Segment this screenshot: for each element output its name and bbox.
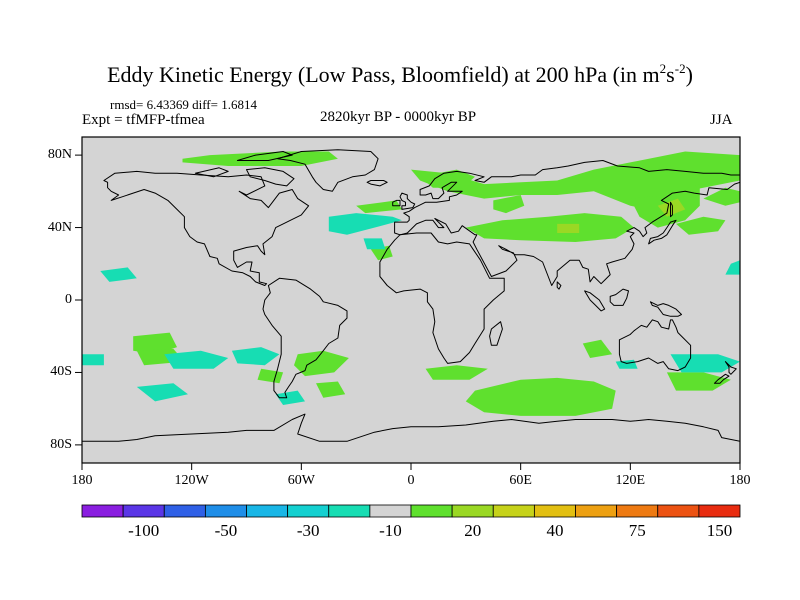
coastline-antarctica [82,413,740,442]
colorbar-swatch [657,504,700,518]
coastline-madagascar [489,321,503,346]
green-region-south-pacific-west [133,332,177,355]
anomaly-regions [82,151,740,416]
lat-tick-label: 40S [50,364,72,380]
colorbar-swatch [204,504,247,518]
colorbar-swatch [81,504,124,518]
teal-region-south-pacific-west [136,383,188,402]
axis-ticks [75,154,741,470]
teal-region-south-atlantic-drake [275,390,305,405]
teal-region-south-pacific-far-west [82,354,104,366]
colorbar-swatch [122,504,165,518]
coastline-ireland [392,199,401,207]
coastline-new-guinea [649,301,682,317]
coastline-baffin-island [246,167,295,187]
colorbar-swatch [451,504,494,518]
green-region-eastern-europe [493,195,525,214]
teal-region-chile [231,347,280,366]
green-region-pacific-north [676,216,726,235]
colorbar-swatch [533,504,576,518]
colorbar-swatch [246,504,289,518]
coastline-new-zealand-south [713,373,730,384]
teal-region-pacific-east [725,260,740,275]
colorbar-label: -30 [296,521,320,540]
green-region-indian-ocean-south [465,377,616,416]
colorbar-swatch [492,504,535,518]
teal-region-atlantic-west [363,238,386,250]
teal-region-north-atlantic [328,213,402,235]
coastline-sumatra [584,290,606,312]
period-label: 2820kyr BP - 0000kyr BP [320,109,477,125]
colorbar-swatch [328,504,371,518]
coastline-greenland [277,149,379,192]
coastline-south-america [262,277,348,399]
experiment-label: Expt = tfMFP-tfmea [82,112,205,128]
coastline-victoria-island [194,167,229,178]
lon-tick-label: 180 [729,473,751,488]
green-region-north-atlantic [356,200,402,214]
season-label: JJA [710,112,733,128]
green-region-kamchatka [703,187,740,206]
map-title: Eddy Kinetic Energy (Low Pass, Bloomfiel… [107,61,693,87]
green-region-central-asia [465,213,634,242]
colorbar-label: 75 [628,521,646,540]
coastline-africa [379,232,505,364]
colorbar-label: -50 [214,521,238,540]
green-region-argentina [294,350,349,377]
lat-tick-label: 0 [65,292,72,307]
yellowgreen-region-siberia [657,198,686,217]
lat-tick-label: 80S [50,436,72,452]
coastline-japan [648,219,677,245]
coastline-great-britain [399,192,416,210]
lat-tick-label: 80N [47,147,72,163]
colorbar-swatch [369,504,412,518]
coastline-borneo [609,288,629,306]
stats-text: rmsd= 6.43369 diff= 1.6814 [110,97,257,112]
colorbar-swatch [163,504,206,518]
green-region-south-atlantic [316,381,346,398]
colorbar [81,504,741,518]
green-region-southern-ocean-east [666,372,731,391]
colorbar-swatch [287,504,330,518]
coastline-sri-lanka [556,281,562,290]
green-region-south-indian-east [582,339,613,358]
coastlines [82,149,740,442]
lon-tick-label: 120W [174,473,209,488]
yellowgreen-region-tibet [557,223,580,233]
coastline-eurasia [394,160,740,286]
colorbar-swatch [616,504,659,518]
teal-region-southern-ocean-east [670,354,740,373]
colorbar-swatch [698,504,741,518]
lon-tick-label: 60E [509,473,532,488]
colorbar-label: 20 [464,521,482,540]
colorbar-swatch [410,504,453,518]
colorbar-label: -10 [379,521,402,540]
coastline-north-america [103,170,310,286]
lat-tick-label: 40N [47,219,72,235]
green-region-scandinavia [420,169,475,188]
coastline-australia [618,319,692,372]
lon-tick-label: 180 [71,473,93,488]
colorbar-label: -100 [128,521,160,540]
teal-region-south-pacific-mid [164,350,229,369]
coastline-sakhalin [670,201,673,218]
colorbar-swatch [575,504,618,518]
lon-tick-label: 60W [287,473,315,488]
coastline-new-zealand-north [724,361,737,375]
lon-tick-label: 120E [615,473,646,488]
green-region-south-africa [425,365,488,380]
teal-region-north-pacific-east [100,267,137,282]
colorbar-label: 150 [706,521,733,540]
coastline-iceland [366,180,388,187]
coastline-ellesmere-island [236,151,293,161]
lon-tick-label: 0 [407,473,415,488]
green-region-eurasia-north [411,151,740,210]
colorbar-label: 40 [546,521,564,540]
